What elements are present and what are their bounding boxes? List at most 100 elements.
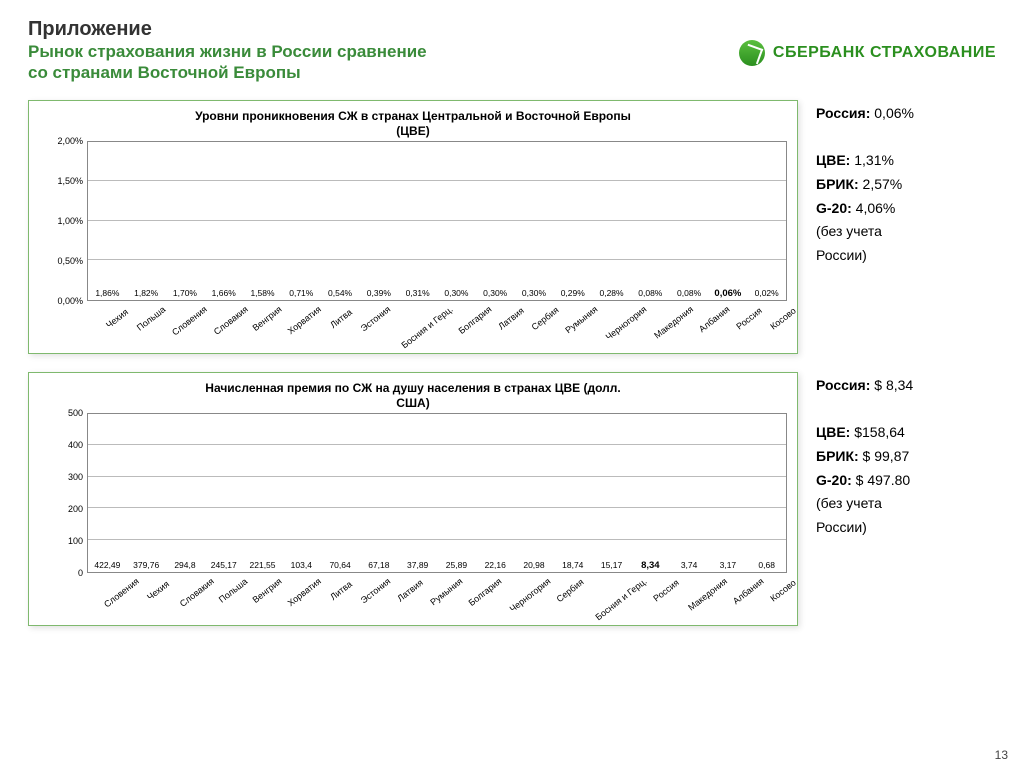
title-sub-2: со странами Восточной Европы [28,62,739,83]
page-number: 13 [995,748,1008,762]
chart-1-bars: 1,86% 1,82% 1,70% 1,66% 1,58% 0,71% 0,54% 0,39%… [88,142,786,300]
bar-value-label: 294,8 [174,560,195,570]
gridline [88,180,786,181]
xtick: Сербия [547,581,603,640]
stat-line: G-20: $ 497.80 [816,469,996,493]
bar-value-label: 3,17 [720,560,737,570]
ytick: 1,00% [57,216,83,226]
title-sub-1: Рынок страхования жизни в России сравнен… [28,41,739,62]
stat-line: Россия: $ 8,34 [816,374,996,398]
stat-line: ЦВЕ: 1,31% [816,149,996,173]
ytick: 100 [68,536,83,546]
bar-value-label: 0,54% [328,288,352,298]
bar-value-label: 103,4 [291,560,312,570]
bar-value-label: 0,08% [677,288,701,298]
bar-value-label: 0,28% [599,288,623,298]
ytick: 400 [68,440,83,450]
bar-value-label: 0,71% [289,288,313,298]
chart-2-plot: 422,49 379,76 294,8 245,17 221,55 103,4 70,64 6… [87,413,787,573]
bar-value-label: 0,06% [714,288,741,299]
bar-value-label: 0,02% [755,288,779,298]
ytick: 0 [78,568,83,578]
bar-value-label: 0,08% [638,288,662,298]
ytick: 0,00% [57,296,83,306]
chart-1-title-l1: Уровни проникновения СЖ в странах Центра… [195,109,631,123]
stat-line: БРИК: 2,57% [816,173,996,197]
xtick: Косово [760,309,816,368]
chart-2-plot-area: 0100200300400500 422,49379,76294,8245,17… [39,413,787,573]
gridline [88,220,786,221]
xtick: Косово [760,581,816,640]
bar-value-label: 1,70% [173,288,197,298]
bar-value-label: 22,16 [485,560,506,570]
bar-value-label: 3,74 [681,560,698,570]
ytick: 300 [68,472,83,482]
bar-value-label: 67,18 [368,560,389,570]
panel-1: Уровни проникновения СЖ в странах Центра… [28,100,996,354]
bar-value-label: 0,30% [483,288,507,298]
bar-value-label: 245,17 [211,560,237,570]
header: Приложение Рынок страхования жизни в Рос… [0,0,1024,90]
logo-text: СБЕРБАНК СТРАХОВАНИЕ [773,44,996,62]
stat-line: БРИК: $ 99,87 [816,445,996,469]
bar-value-label: 0,30% [522,288,546,298]
stat-line: (без учета [816,492,996,516]
chart-2-bars: 422,49 379,76 294,8 245,17 221,55 103,4 70,64 6… [88,414,786,572]
chart-2-yaxis: 0100200300400500 [39,413,87,573]
ytick: 2,00% [57,136,83,146]
chart-2-title: Начисленная премия по СЖ на душу населен… [39,381,787,411]
panel-2: Начисленная премия по СЖ на душу населен… [28,372,996,626]
ytick: 0,50% [57,256,83,266]
xtick: Босния и Герц. [587,581,666,657]
stat-line: (без учета [816,220,996,244]
bar-value-label: 0,30% [444,288,468,298]
bar-value-label: 37,89 [407,560,428,570]
logo: СБЕРБАНК СТРАХОВАНИЕ [739,22,996,84]
stat-line [816,125,996,149]
bar-value-label: 15,17 [601,560,622,570]
logo-badge-icon [739,40,765,66]
chart-1-title-l2: (ЦВЕ) [396,124,429,138]
gridline [88,476,786,477]
bar-value-label: 70,64 [329,560,350,570]
chart-1-box: Уровни проникновения СЖ в странах Центра… [28,100,798,354]
gridline [88,539,786,540]
bar-value-label: 1,66% [212,288,236,298]
bar-value-label: 0,39% [367,288,391,298]
chart-2-title-l2: США) [396,396,429,410]
stat-line: ЦВЕ: $158,64 [816,421,996,445]
bar-value-label: 221,55 [250,560,276,570]
stat-line: G-20: 4,06% [816,197,996,221]
ytick: 200 [68,504,83,514]
bar-value-label: 1,86% [95,288,119,298]
side-stats-2: Россия: $ 8,34 ЦВЕ: $158,64БРИК: $ 99,87… [816,372,996,626]
bar-value-label: 20,98 [523,560,544,570]
chart-1-plot-area: 0,00%0,50%1,00%1,50%2,00% 1,86%1,82%1,70… [39,141,787,301]
bar-value-label: 0,31% [406,288,430,298]
chart-1-title: Уровни проникновения СЖ в странах Центра… [39,109,787,139]
chart-1-plot: 1,86% 1,82% 1,70% 1,66% 1,58% 0,71% 0,54% 0,39%… [87,141,787,301]
chart-1-yaxis: 0,00%0,50%1,00%1,50%2,00% [39,141,87,301]
gridline [88,259,786,260]
gridline [88,444,786,445]
bar-value-label: 1,82% [134,288,158,298]
bar-value-label: 1,58% [250,288,274,298]
title-main: Приложение [28,18,739,41]
bar-value-label: 422,49 [94,560,120,570]
bar-value-label: 379,76 [133,560,159,570]
chart-2-box: Начисленная премия по СЖ на душу населен… [28,372,798,626]
bar-value-label: 25,89 [446,560,467,570]
chart-2-title-l1: Начисленная премия по СЖ на душу населен… [205,381,620,395]
stat-line: Россия: 0,06% [816,102,996,126]
chart-1-xaxis: ЧехияПольшаСловенияСловакияВенгрияХорват… [87,301,787,349]
stat-line: России) [816,516,996,540]
ytick: 500 [68,408,83,418]
ytick: 1,50% [57,176,83,186]
xtick: Эстония [352,309,409,368]
chart-2-xaxis: СловенияЧехияСловакияПольшаВенгрияХорват… [87,573,787,621]
bar-value-label: 8,34 [641,560,660,571]
stat-line [816,397,996,421]
bar-value-label: 0,29% [561,288,585,298]
stat-line: России) [816,244,996,268]
bar-value-label: 0,68 [758,560,775,570]
